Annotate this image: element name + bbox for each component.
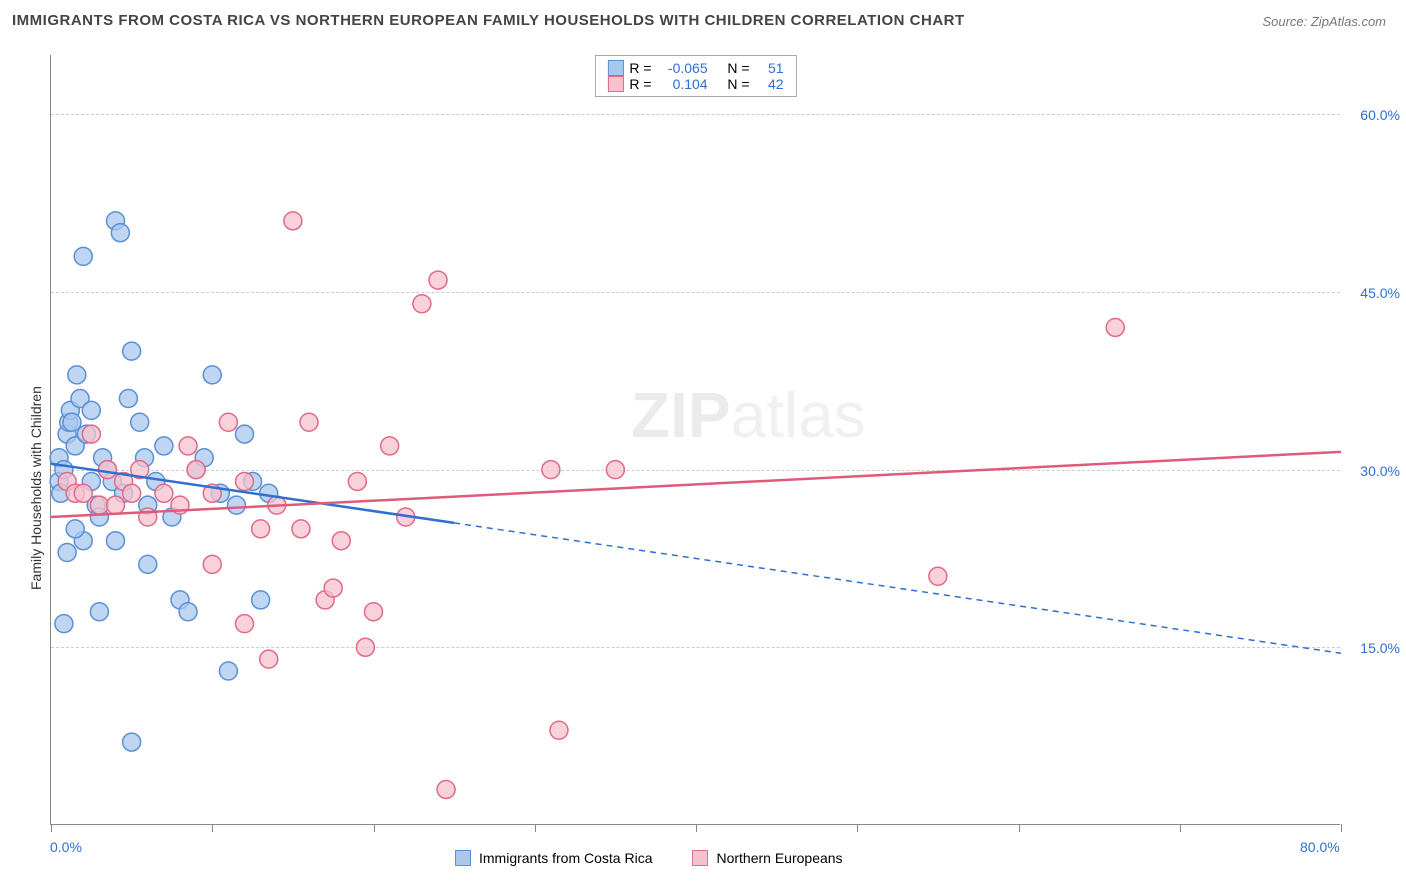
scatter-point bbox=[119, 390, 137, 408]
y-axis-label: Family Households with Children bbox=[28, 386, 44, 590]
scatter-point bbox=[437, 780, 455, 798]
r-value: -0.065 bbox=[658, 60, 708, 76]
x-tick bbox=[1341, 824, 1342, 832]
r-value: 0.104 bbox=[658, 76, 708, 92]
r-label: R = bbox=[629, 60, 651, 76]
y-tick-label: 15.0% bbox=[1360, 640, 1400, 656]
stats-row: R = 0.104 N = 42 bbox=[607, 76, 783, 92]
x-tick bbox=[535, 824, 536, 832]
stats-legend-box: R = -0.065 N = 51 R = 0.104 N = 42 bbox=[594, 55, 796, 97]
r-label: R = bbox=[629, 76, 651, 92]
scatter-point bbox=[55, 615, 73, 633]
legend-item: Northern Europeans bbox=[692, 850, 842, 866]
legend-label: Northern Europeans bbox=[716, 850, 842, 866]
scatter-point bbox=[227, 496, 245, 514]
scatter-point bbox=[66, 520, 84, 538]
scatter-point bbox=[260, 650, 278, 668]
legend-label: Immigrants from Costa Rica bbox=[479, 850, 652, 866]
scatter-point bbox=[203, 366, 221, 384]
x-axis-min-label: 0.0% bbox=[50, 839, 82, 855]
x-axis-max-label: 80.0% bbox=[1300, 839, 1406, 855]
scatter-point bbox=[324, 579, 342, 597]
scatter-point bbox=[284, 212, 302, 230]
x-tick bbox=[51, 824, 52, 832]
trend-line-dashed bbox=[454, 523, 1341, 653]
scatter-point bbox=[123, 484, 141, 502]
scatter-point bbox=[542, 461, 560, 479]
x-tick bbox=[1180, 824, 1181, 832]
legend-swatch bbox=[692, 850, 708, 866]
series-swatch bbox=[607, 76, 623, 92]
scatter-point bbox=[111, 224, 129, 242]
plot-svg bbox=[51, 55, 1340, 824]
legend-swatch bbox=[455, 850, 471, 866]
scatter-point bbox=[381, 437, 399, 455]
x-tick bbox=[374, 824, 375, 832]
scatter-point bbox=[82, 425, 100, 443]
scatter-point bbox=[413, 295, 431, 313]
n-value: 42 bbox=[756, 76, 784, 92]
scatter-point bbox=[179, 437, 197, 455]
scatter-point bbox=[300, 413, 318, 431]
scatter-point bbox=[365, 603, 383, 621]
scatter-point bbox=[550, 721, 568, 739]
n-label: N = bbox=[727, 76, 749, 92]
scatter-point bbox=[139, 555, 157, 573]
y-tick-label: 45.0% bbox=[1360, 285, 1400, 301]
scatter-point bbox=[929, 567, 947, 585]
scatter-point bbox=[63, 413, 81, 431]
scatter-point bbox=[98, 461, 116, 479]
legend-item: Immigrants from Costa Rica bbox=[455, 850, 652, 866]
source-attribution: Source: ZipAtlas.com bbox=[1262, 14, 1386, 29]
scatter-point bbox=[348, 472, 366, 490]
scatter-point bbox=[131, 413, 149, 431]
stats-row: R = -0.065 N = 51 bbox=[607, 60, 783, 76]
scatter-point bbox=[155, 484, 173, 502]
x-tick bbox=[696, 824, 697, 832]
scatter-point bbox=[252, 520, 270, 538]
plot-area: ZIPatlas 60.0%45.0%30.0%15.0% R =-0.065 … bbox=[50, 55, 1340, 825]
scatter-point bbox=[187, 461, 205, 479]
scatter-point bbox=[179, 603, 197, 621]
y-tick-label: 30.0% bbox=[1360, 463, 1400, 479]
scatter-point bbox=[82, 401, 100, 419]
scatter-point bbox=[155, 437, 173, 455]
scatter-point bbox=[332, 532, 350, 550]
scatter-point bbox=[606, 461, 624, 479]
series-swatch bbox=[607, 60, 623, 76]
scatter-point bbox=[107, 496, 125, 514]
scatter-point bbox=[123, 733, 141, 751]
scatter-point bbox=[58, 544, 76, 562]
scatter-point bbox=[68, 366, 86, 384]
scatter-point bbox=[1106, 318, 1124, 336]
legend-bottom: Immigrants from Costa Rica Northern Europ… bbox=[455, 850, 843, 866]
chart-title: IMMIGRANTS FROM COSTA RICA VS NORTHERN E… bbox=[12, 12, 965, 29]
scatter-point bbox=[219, 413, 237, 431]
scatter-point bbox=[236, 472, 254, 490]
scatter-point bbox=[429, 271, 447, 289]
scatter-point bbox=[236, 425, 254, 443]
scatter-point bbox=[219, 662, 237, 680]
scatter-point bbox=[356, 638, 374, 656]
n-label: N = bbox=[727, 60, 749, 76]
scatter-point bbox=[107, 532, 125, 550]
scatter-point bbox=[74, 484, 92, 502]
y-tick-label: 60.0% bbox=[1360, 107, 1400, 123]
scatter-point bbox=[236, 615, 254, 633]
chart-container: IMMIGRANTS FROM COSTA RICA VS NORTHERN E… bbox=[0, 0, 1406, 892]
x-tick bbox=[212, 824, 213, 832]
x-tick bbox=[857, 824, 858, 832]
x-tick bbox=[1019, 824, 1020, 832]
scatter-point bbox=[252, 591, 270, 609]
scatter-point bbox=[74, 247, 92, 265]
scatter-point bbox=[292, 520, 310, 538]
scatter-point bbox=[123, 342, 141, 360]
n-value: 51 bbox=[756, 60, 784, 76]
scatter-point bbox=[203, 555, 221, 573]
scatter-point bbox=[90, 603, 108, 621]
scatter-point bbox=[90, 496, 108, 514]
